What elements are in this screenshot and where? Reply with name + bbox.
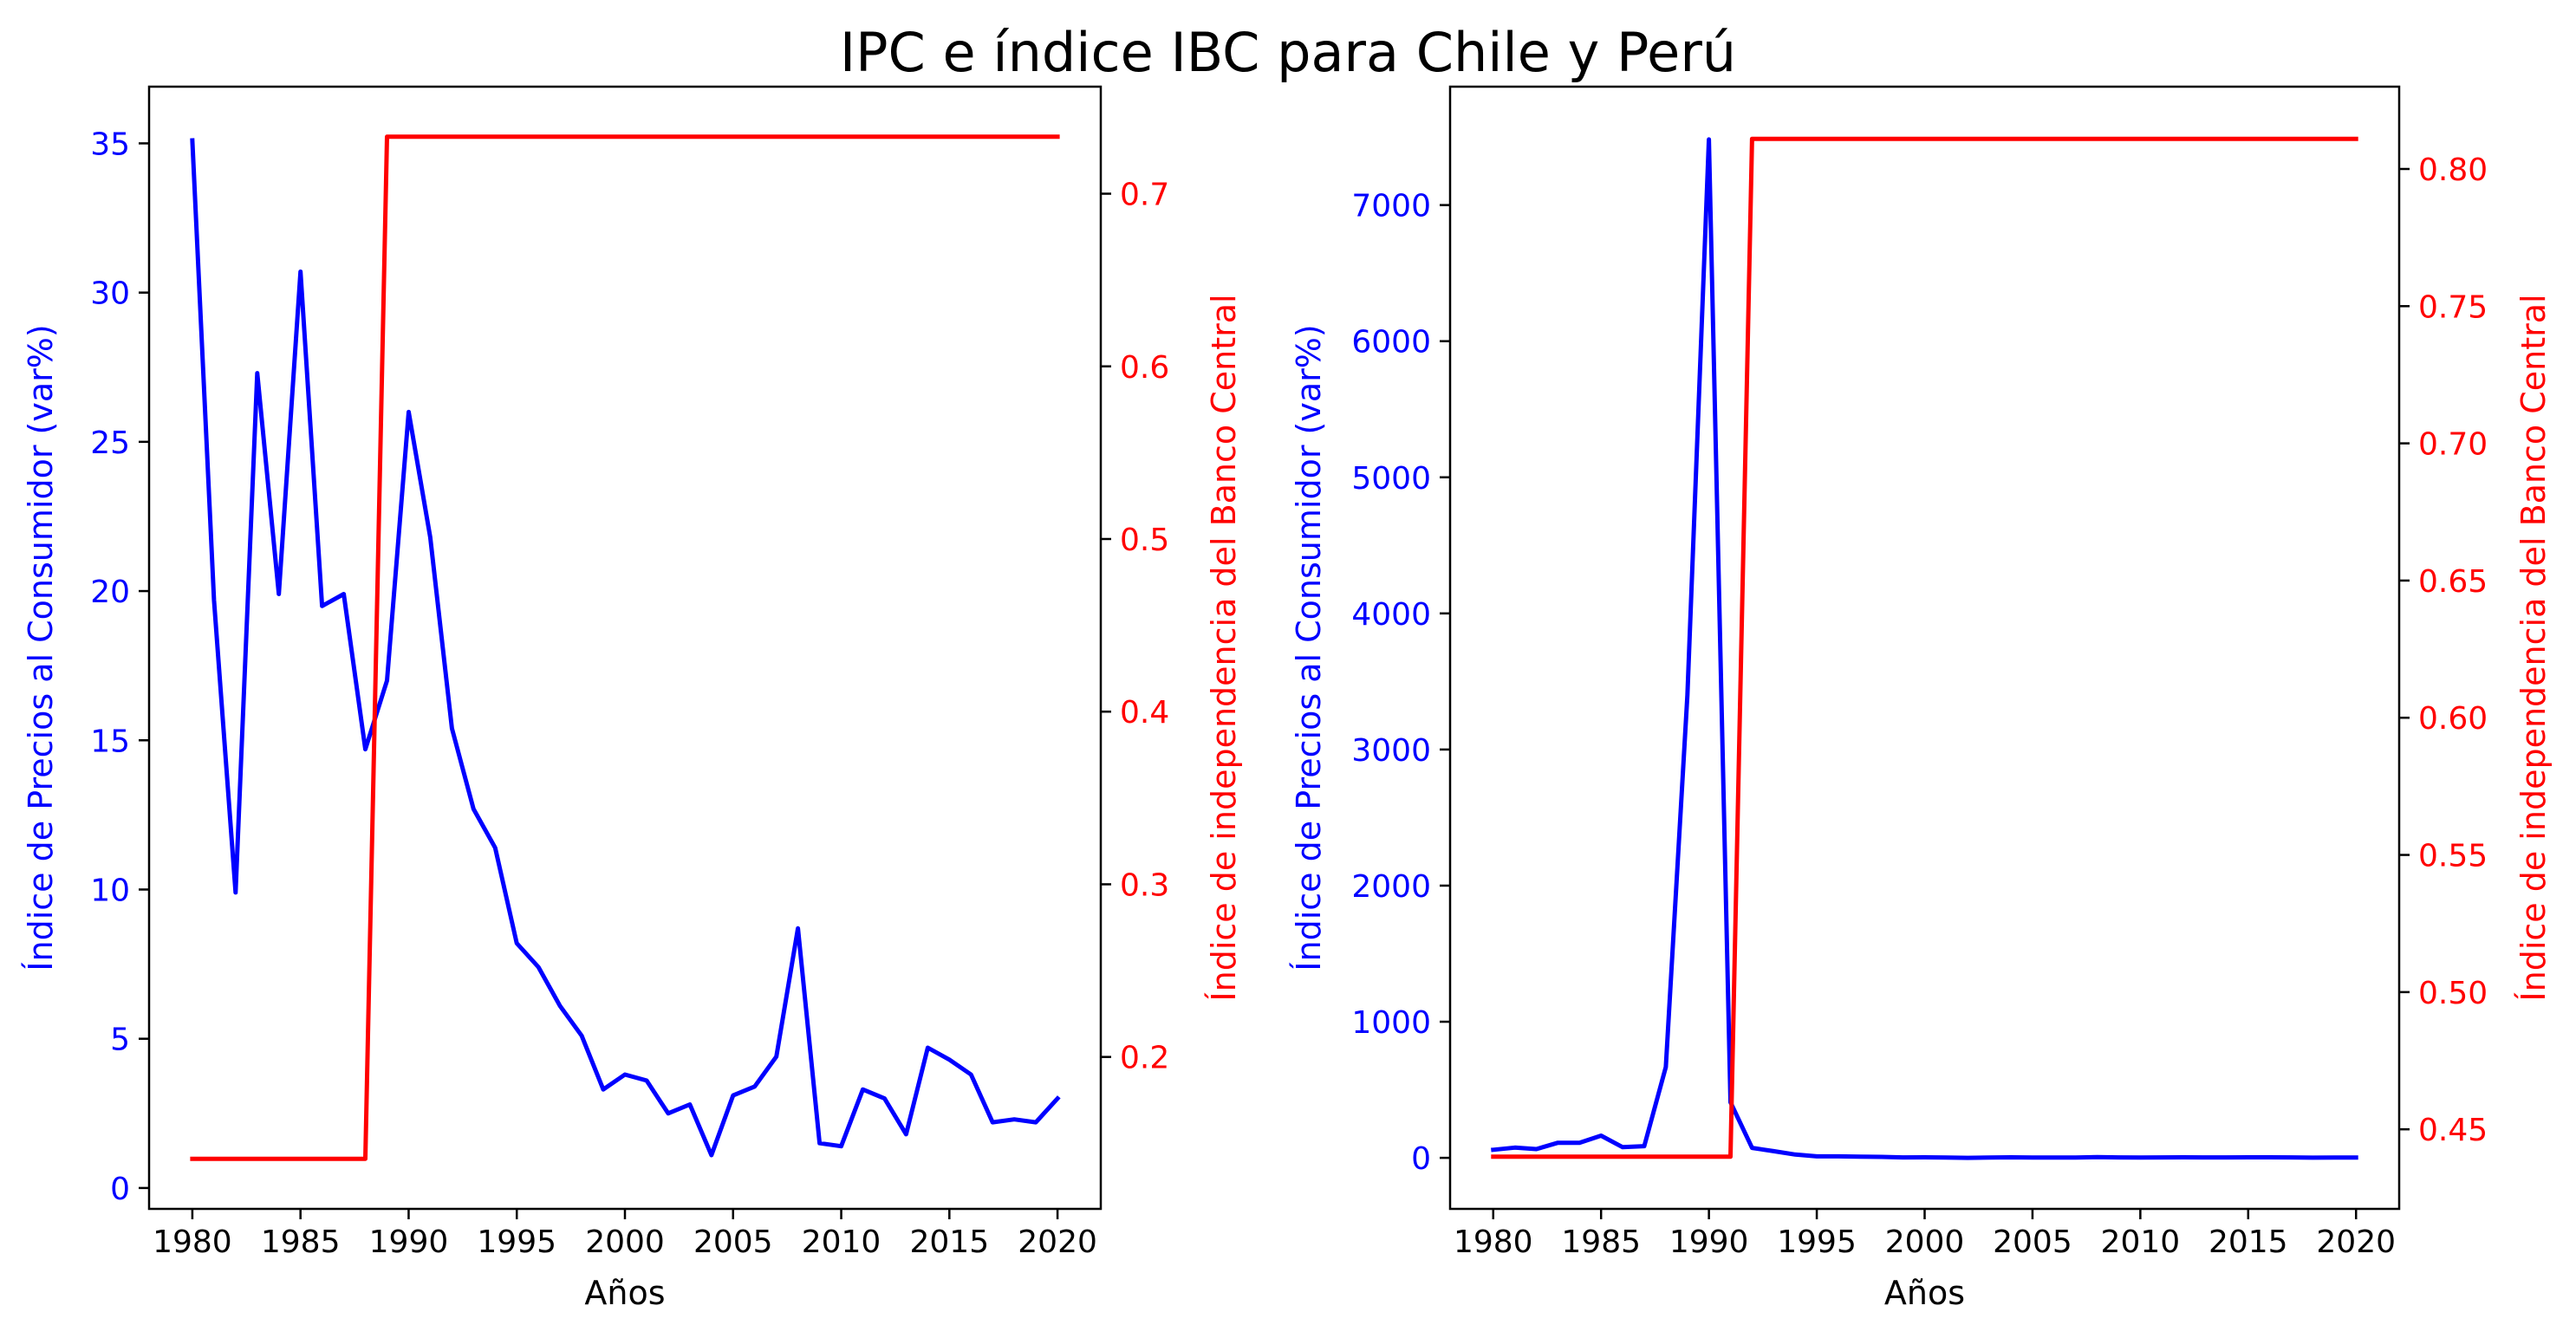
x-tick-label: 1995 — [477, 1224, 556, 1260]
x-axis-label: Años — [584, 1274, 665, 1312]
x-tick-label: 2020 — [2316, 1224, 2396, 1260]
x-tick-label: 1995 — [1777, 1224, 1857, 1260]
y-left-tick-label: 0 — [110, 1172, 130, 1207]
y-right-tick-label: 0.75 — [2418, 289, 2488, 325]
y-left-tick-label: 6000 — [1351, 325, 1431, 360]
figure-title: IPC e índice IBC para Chile y Perú — [840, 21, 1736, 84]
chart-panel-peru: 1980 1985 1990 1995 2000 2005 2010 2015 2020 0 100… — [1290, 85, 2553, 1312]
x-tick-label: 1985 — [1561, 1224, 1641, 1260]
y-left-axis-label: Índice de Precios al Consumidor (var%) — [1290, 324, 1328, 971]
y-right-tick-label: 0.7 — [1120, 178, 1169, 213]
y-left-tick-label: 2000 — [1351, 869, 1431, 905]
y-right-tick-label: 0.55 — [2418, 839, 2488, 874]
y-left-tick-label: 5000 — [1351, 461, 1431, 497]
y-right-tick-label: 0.70 — [2418, 427, 2488, 463]
y-left-tick-label: 20 — [90, 575, 130, 610]
x-tick-label: 1980 — [153, 1224, 232, 1260]
x-tick-label: 1990 — [369, 1224, 449, 1260]
y-left-tick-label: 0 — [1411, 1141, 1431, 1177]
y-left-tick-label: 3000 — [1351, 733, 1431, 769]
y-left-tick-label: 1000 — [1351, 1005, 1431, 1041]
x-tick-label: 2005 — [693, 1224, 773, 1260]
x-tick-label: 2000 — [585, 1224, 665, 1260]
y-right-axis-label: Índice de independencia del Banco Centra… — [1205, 294, 1243, 1001]
plot-frame — [147, 85, 1103, 1211]
series-line-ipc — [190, 138, 1061, 1158]
y-right-tick-label: 0.45 — [2418, 1113, 2488, 1148]
y-left-tick-label: 7000 — [1351, 189, 1431, 224]
x-tick-label: 2005 — [1993, 1224, 2072, 1260]
x-tick-label: 1980 — [1454, 1224, 1533, 1260]
y-right-tick-label: 0.80 — [2418, 153, 2488, 188]
y-right-tick-label: 0.6 — [1120, 350, 1169, 386]
series-line-ibc — [1491, 136, 2358, 1159]
y-left-tick-label: 30 — [90, 276, 130, 312]
series-line-ibc — [190, 134, 1060, 1161]
x-tick-label: 1990 — [1669, 1224, 1749, 1260]
y-right-tick-label: 0.4 — [1120, 695, 1169, 731]
x-tick-label: 2000 — [1885, 1224, 1965, 1260]
y-right-tick-label: 0.5 — [1120, 523, 1169, 558]
y-right-axis-label: Índice de independencia del Banco Centra… — [2514, 294, 2553, 1001]
y-left-tick-label: 25 — [90, 425, 130, 461]
y-right-tick-label: 0.2 — [1120, 1041, 1169, 1076]
plot-frame — [1448, 85, 2401, 1211]
chart-panel-chile: 1980 1985 1990 1995 2000 2005 2010 2015 20200510… — [22, 85, 1243, 1312]
y-left-tick-label: 4000 — [1351, 597, 1431, 633]
x-axis-label: Años — [1884, 1274, 1965, 1312]
y-left-axis-label: Índice de Precios al Consumidor (var%) — [22, 324, 60, 971]
series-line-ipc — [1491, 137, 2358, 1160]
y-right-tick-label: 0.3 — [1120, 867, 1169, 903]
x-tick-label: 2010 — [802, 1224, 881, 1260]
y-left-tick-label: 35 — [90, 127, 130, 162]
y-left-tick-label: 5 — [110, 1023, 130, 1058]
x-tick-label: 1985 — [261, 1224, 341, 1260]
y-right-tick-label: 0.65 — [2418, 564, 2488, 600]
y-right-tick-label: 0.50 — [2418, 976, 2488, 1011]
y-left-tick-label: 10 — [90, 873, 130, 908]
x-tick-label: 2015 — [2208, 1224, 2288, 1260]
x-tick-label: 2015 — [910, 1224, 990, 1260]
y-left-tick-label: 15 — [90, 724, 130, 759]
x-tick-label: 2010 — [2101, 1224, 2181, 1260]
y-right-tick-label: 0.60 — [2418, 701, 2488, 737]
x-tick-label: 2020 — [1018, 1224, 1097, 1260]
